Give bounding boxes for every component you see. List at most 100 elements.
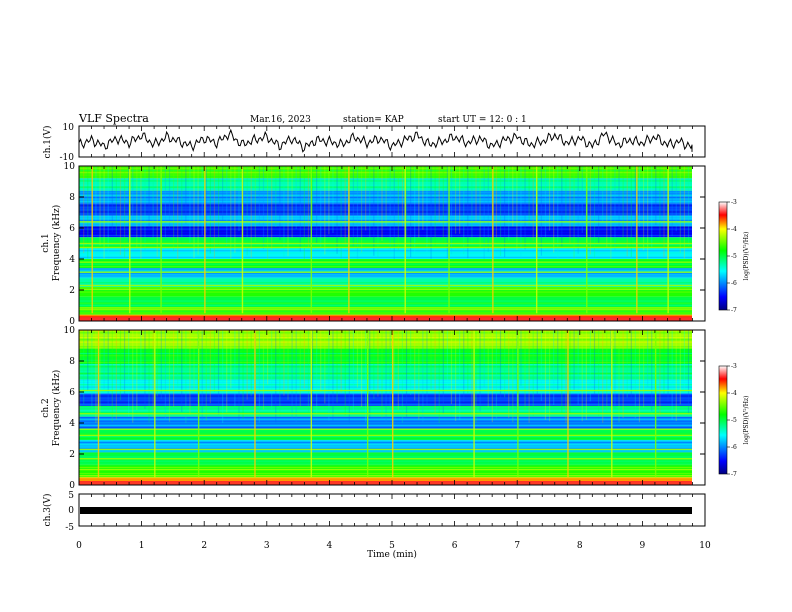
spectrogram-texture-column — [393, 166, 395, 259]
spectrogram-texture-column — [593, 166, 596, 259]
ch1-waveform-panel: 10 -10 ch.1(V) — [42, 123, 706, 163]
spectrogram-impulse-line — [636, 166, 638, 314]
spectrogram-texture-column — [508, 330, 510, 418]
spectrogram-texture-row — [79, 343, 692, 345]
spectrogram-texture-column — [222, 330, 224, 423]
spectrogram-texture-column — [132, 330, 134, 423]
spectrogram-texture-row — [79, 256, 692, 258]
spectrogram-texture-column — [275, 166, 277, 228]
spectrogram-empty-region — [692, 166, 705, 321]
spectrogram-narrowband-line — [79, 221, 692, 223]
spectrogram-texture-column — [295, 330, 297, 422]
spectrogram-texture-row — [79, 237, 692, 239]
spectrogram-texture-column — [365, 330, 367, 422]
spectrogram-texture-column — [504, 330, 506, 398]
spectrogram-texture-row — [79, 353, 692, 355]
spectrogram-texture-column — [602, 166, 604, 224]
spectrogram-texture-row — [79, 412, 692, 414]
colorbar-tick-label: -7 — [731, 307, 737, 314]
colorbar-tick-label: -6 — [731, 280, 737, 287]
time-tick-label: 0 — [76, 541, 82, 551]
spectrogram-texture-row — [79, 300, 692, 302]
ch2-freq-ylabel-channel: ch.2 — [41, 398, 51, 417]
time-axis-label: Time (min) — [367, 549, 417, 560]
spectrogram-texture-row — [79, 213, 692, 215]
spectrogram-texture-column — [618, 166, 620, 230]
spectrogram-impulse-line — [310, 166, 313, 314]
spectrogram-texture-column — [426, 166, 428, 252]
spectrogram-texture-row — [79, 410, 692, 412]
spectrogram-texture-column — [152, 330, 154, 418]
spectrogram-texture-column — [487, 166, 489, 252]
spectrogram-texture-column — [544, 166, 547, 237]
spectrogram-texture-column — [381, 166, 383, 242]
spectrogram-texture-row — [79, 222, 692, 224]
spectrogram-texture-row — [79, 477, 692, 479]
spectrogram-texture-row — [79, 186, 692, 188]
spectrogram-texture-column — [258, 330, 261, 423]
spectrogram-texture-column — [299, 166, 301, 252]
spectrogram-texture-column — [683, 166, 686, 259]
colorbar-tick-label: -4 — [731, 226, 737, 233]
spectrogram-texture-column — [246, 166, 248, 256]
spectrogram-texture-row — [79, 219, 692, 221]
spectrogram-texture-row — [79, 368, 692, 370]
spectrogram-texture-column — [352, 166, 355, 247]
spectrogram-narrowband-line — [79, 246, 692, 249]
spectrogram-texture-column — [593, 330, 596, 394]
spectrogram-texture-row — [79, 397, 692, 399]
spectrogram-texture-column — [463, 166, 465, 255]
spectrogram-texture-column — [373, 330, 375, 399]
spectrogram-texture-column — [622, 166, 624, 239]
spectrogram-texture-row — [79, 184, 692, 186]
spectrogram-texture-column — [401, 330, 404, 423]
freq-tick-label: 6 — [69, 224, 75, 234]
spectrogram-texture-column — [393, 330, 395, 386]
spectrogram-texture-column — [287, 166, 289, 257]
spectrogram-texture-row — [79, 357, 692, 359]
spectrogram-texture-row — [79, 268, 692, 270]
spectrogram-texture-column — [495, 330, 498, 419]
spectrogram-impulse-line — [154, 330, 156, 478]
spectrogram-texture-row — [79, 464, 692, 466]
spectrogram-texture-row — [79, 408, 692, 410]
spectrogram-texture-column — [205, 166, 207, 233]
spectrogram-texture-column — [185, 330, 187, 423]
time-axis-labels: 0 1 2 3 4 5 6 7 8 9 10 — [76, 541, 711, 551]
spectrogram-texture-row — [79, 176, 692, 178]
spectrogram-narrowband-line — [79, 284, 692, 287]
time-axis-ticks — [78, 126, 706, 526]
spectrogram-texture-column — [197, 166, 199, 255]
spectrogram-texture-row — [79, 377, 692, 379]
spectrogram-texture-column — [181, 330, 183, 413]
spectrogram-texture-column — [405, 330, 408, 417]
spectrogram-texture-column — [287, 330, 289, 400]
spectrogram-texture-column — [647, 330, 649, 387]
spectrogram-texture-column — [87, 330, 89, 392]
spectrogram-texture-column — [675, 330, 677, 422]
spectrogram-texture-column — [687, 330, 690, 415]
spectrogram-texture-column — [512, 166, 514, 227]
spectrogram-texture-column — [209, 166, 211, 254]
spectrogram-texture-column — [234, 330, 236, 407]
freq-tick-label: 8 — [69, 193, 75, 203]
time-tick-label: 7 — [514, 541, 520, 551]
freq-tick-label: 6 — [69, 388, 75, 398]
spectrogram-texture-column — [328, 166, 330, 235]
spectrogram-texture-column — [414, 166, 416, 256]
spectrogram-texture-column — [577, 166, 579, 254]
spectrogram-texture-column — [642, 330, 645, 408]
freq-tick-label: 2 — [69, 450, 75, 460]
spectrogram-texture-row — [79, 431, 692, 433]
spectrogram-texture-column — [626, 166, 628, 257]
spectrogram-texture-column — [565, 166, 567, 222]
ch1-waveform-frame — [78, 125, 706, 158]
spectrogram-impulse-line — [517, 330, 519, 478]
spectrogram-texture-column — [344, 330, 346, 416]
spectrogram-texture-column — [442, 166, 444, 244]
spectrogram-texture-row — [79, 460, 692, 462]
spectrogram-texture-row — [79, 241, 692, 243]
spectrogram-texture-column — [201, 166, 203, 236]
spectrogram-texture-column — [381, 330, 383, 418]
spectrogram-texture-column — [168, 330, 171, 422]
